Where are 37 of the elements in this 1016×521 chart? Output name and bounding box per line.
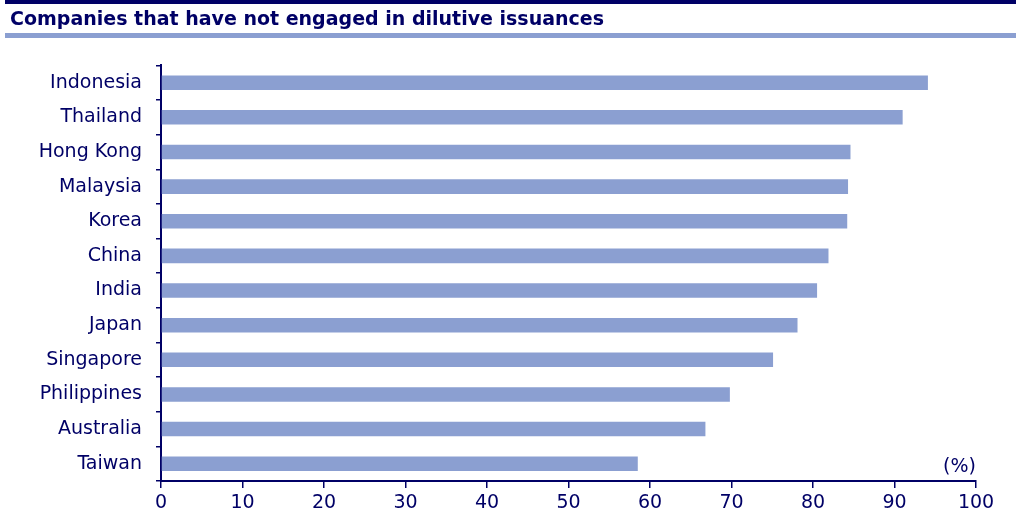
x-tick-label: 30 (393, 490, 418, 513)
x-tick-label: 40 (474, 490, 500, 513)
x-tick-label: 100 (957, 490, 995, 513)
y-tick-label: Taiwan (76, 450, 142, 473)
y-tick-label: Korea (88, 208, 142, 231)
bar (161, 179, 849, 194)
bar (161, 387, 730, 402)
x-tick-label: 20 (311, 490, 337, 513)
y-tick-label: Singapore (46, 346, 142, 369)
bar (161, 75, 928, 90)
bar (161, 213, 848, 229)
x-tick-label: 10 (230, 490, 255, 513)
bar (161, 421, 706, 437)
x-tick-label: 90 (882, 490, 907, 513)
x-tick-label: 60 (637, 490, 663, 513)
chart-title: Companies that have not engaged in dilutive issuances (10, 7, 604, 29)
y-tick-label: Hong Kong (38, 138, 142, 161)
y-tick-label: Indonesia (50, 69, 142, 92)
bar (161, 283, 818, 298)
y-tick-label: Japan (88, 312, 142, 335)
x-tick-label: 0 (154, 490, 168, 513)
x-tick-label: 70 (719, 490, 744, 513)
bar (161, 248, 829, 264)
y-tick-label: Malaysia (58, 173, 142, 196)
y-tick-label: India (95, 277, 142, 300)
bar (161, 352, 774, 368)
bar (161, 144, 851, 160)
y-tick-label: China (87, 242, 142, 265)
y-tick-label: Philippines (39, 381, 142, 404)
x-tick-label: 50 (556, 490, 581, 513)
x-axis-title: (%) (943, 454, 976, 477)
bar (161, 110, 903, 125)
y-tick-label: Thailand (59, 104, 142, 127)
x-tick-label: 80 (800, 490, 826, 513)
bar (161, 317, 798, 333)
y-tick-label: Australia (57, 415, 142, 438)
bar (161, 456, 638, 471)
